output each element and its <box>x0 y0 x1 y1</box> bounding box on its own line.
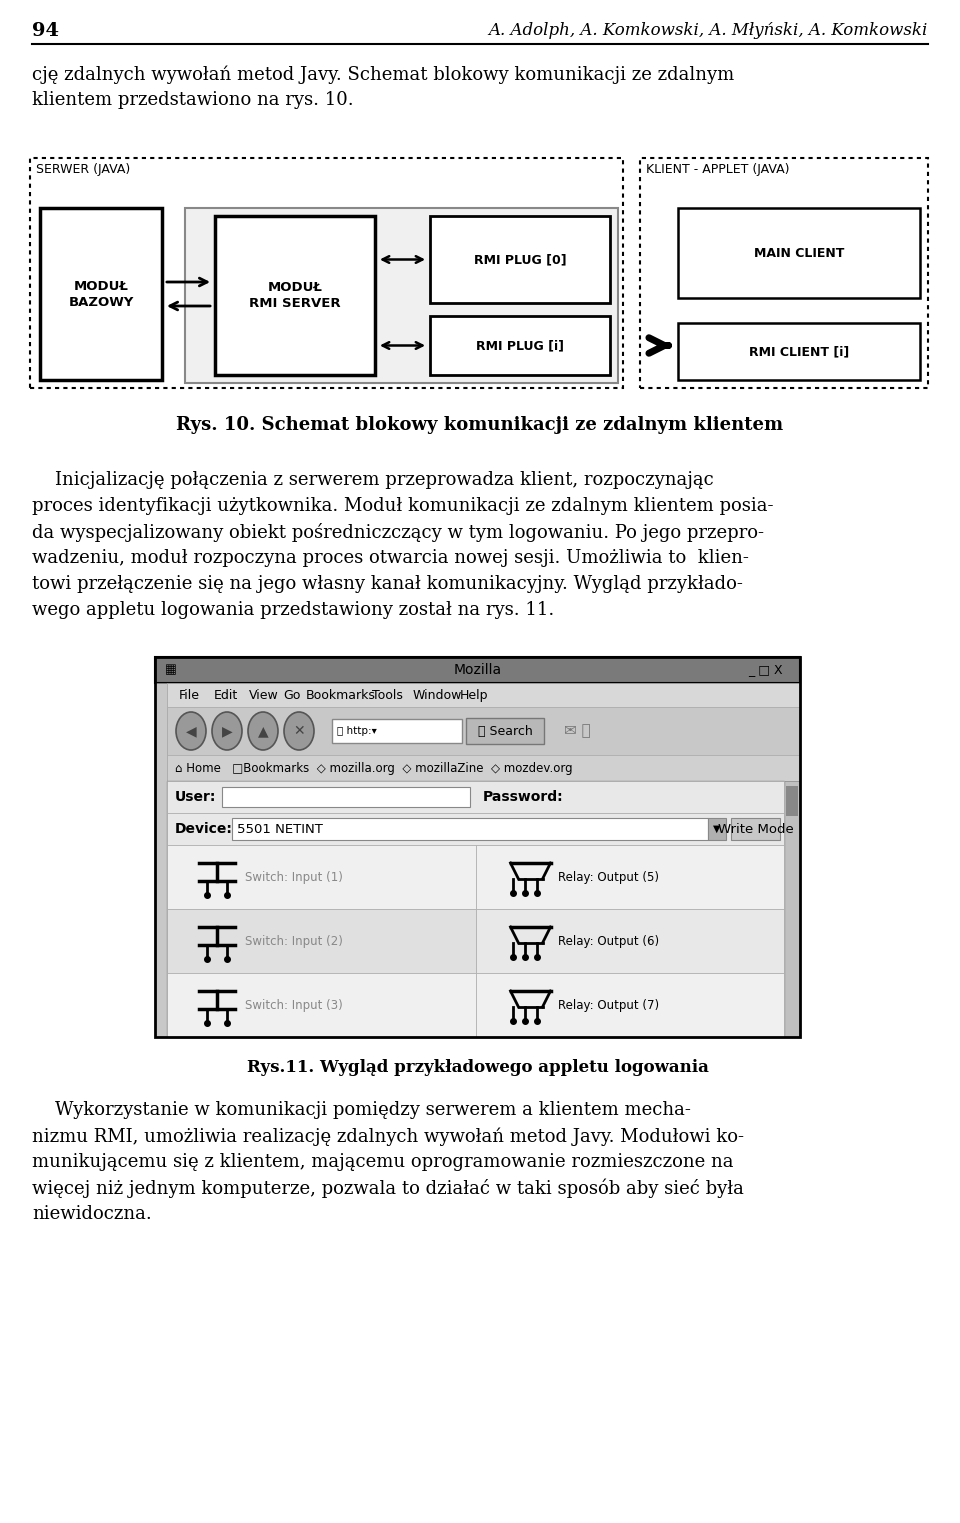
Ellipse shape <box>212 711 242 749</box>
Bar <box>167 813 784 845</box>
Text: KLIENT - APPLET (JAVA): KLIENT - APPLET (JAVA) <box>646 163 789 177</box>
Text: Help: Help <box>460 688 489 702</box>
Text: Rys. 10. Schemat blokowy komunikacji ze zdalnym klientem: Rys. 10. Schemat blokowy komunikacji ze … <box>177 416 783 434</box>
Text: File: File <box>179 688 200 702</box>
Text: 🔍 Search: 🔍 Search <box>478 725 533 737</box>
Bar <box>475 973 784 1037</box>
Text: klientem przedstawiono na rys. 10.: klientem przedstawiono na rys. 10. <box>32 91 353 110</box>
Bar <box>222 787 470 807</box>
Text: User:: User: <box>175 790 216 804</box>
Text: RMI CLIENT [i]: RMI CLIENT [i] <box>749 346 850 358</box>
Text: Edit: Edit <box>214 688 238 702</box>
Text: ⌂ Home   □Bookmarks  ◇ mozilla.org  ◇ mozillaZine  ◇ mozdev.org: ⌂ Home □Bookmarks ◇ mozilla.org ◇ mozill… <box>175 762 572 775</box>
Text: wadzeniu, moduł rozpoczyna proces otwarcia nowej sesji. Umożliwia to  klien-: wadzeniu, moduł rozpoczyna proces otwarc… <box>32 548 749 567</box>
Bar <box>155 656 800 1037</box>
Text: Write Mode: Write Mode <box>718 822 793 836</box>
Text: Password:: Password: <box>483 790 564 804</box>
Text: A. Adolph, A. Komkowski, A. Młyński, A. Komkowski: A. Adolph, A. Komkowski, A. Młyński, A. … <box>489 21 928 40</box>
Text: MODUŁ
BAZOWY: MODUŁ BAZOWY <box>68 280 133 309</box>
Text: ▦: ▦ <box>165 664 177 676</box>
Ellipse shape <box>176 711 206 749</box>
Bar <box>332 719 462 743</box>
Ellipse shape <box>284 711 314 749</box>
Bar <box>155 682 167 1037</box>
Bar <box>167 755 800 781</box>
Text: Switch: Input (2): Switch: Input (2) <box>245 935 343 947</box>
Text: ✕: ✕ <box>293 723 305 739</box>
Text: Bookmarks: Bookmarks <box>306 688 375 702</box>
Ellipse shape <box>248 711 278 749</box>
Bar <box>167 707 800 755</box>
Bar <box>466 717 544 745</box>
Text: 🔍 http:▾: 🔍 http:▾ <box>337 726 377 736</box>
Text: View: View <box>249 688 278 702</box>
Text: towi przełączenie się na jego własny kanał komunikacyjny. Wygląd przykłado-: towi przełączenie się na jego własny kan… <box>32 576 743 592</box>
Text: 5501 NETINT: 5501 NETINT <box>237 822 323 836</box>
Text: niewidoczna.: niewidoczna. <box>32 1205 152 1223</box>
Text: Switch: Input (3): Switch: Input (3) <box>245 999 343 1011</box>
Bar <box>167 909 475 973</box>
Text: ▼: ▼ <box>713 824 721 835</box>
Text: Relay: Output (7): Relay: Output (7) <box>559 999 660 1011</box>
Bar <box>40 209 162 381</box>
Bar <box>475 845 784 909</box>
Bar <box>430 216 610 303</box>
Text: Device:: Device: <box>175 822 233 836</box>
Text: Wykorzystanie w komunikacji pomiędzy serwerem a klientem mecha-: Wykorzystanie w komunikacji pomiędzy ser… <box>55 1101 691 1119</box>
Bar <box>167 845 475 909</box>
Bar <box>786 786 798 816</box>
Bar <box>167 781 784 1037</box>
Bar <box>167 973 475 1037</box>
Bar <box>731 818 780 841</box>
Text: więcej niż jednym komputerze, pozwala to działać w taki sposób aby sieć była: więcej niż jednym komputerze, pozwala to… <box>32 1179 744 1199</box>
Bar <box>215 216 375 375</box>
Text: RMI PLUG [i]: RMI PLUG [i] <box>476 340 564 352</box>
Text: Mozilla: Mozilla <box>453 663 501 678</box>
Text: Tools: Tools <box>372 688 402 702</box>
Text: Rys.11. Wygląd przykładowego appletu logowania: Rys.11. Wygląd przykładowego appletu log… <box>247 1058 708 1077</box>
Bar <box>167 781 784 813</box>
Text: 94: 94 <box>32 21 59 40</box>
Text: proces identyfikacji użytkownika. Moduł komunikacji ze zdalnym klientem posia-: proces identyfikacji użytkownika. Moduł … <box>32 496 774 515</box>
Text: ✉ 🗑: ✉ 🗑 <box>564 723 590 739</box>
Text: ▶: ▶ <box>222 723 232 739</box>
Text: ▲: ▲ <box>257 723 268 739</box>
Bar <box>232 818 708 841</box>
Bar <box>155 656 800 682</box>
Bar <box>708 818 726 841</box>
Bar <box>430 315 610 375</box>
Text: Switch: Input (1): Switch: Input (1) <box>245 871 343 883</box>
Text: RMI PLUG [0]: RMI PLUG [0] <box>473 253 566 267</box>
Bar <box>30 158 623 388</box>
Text: ◀: ◀ <box>185 723 196 739</box>
Text: Go: Go <box>283 688 300 702</box>
Bar <box>167 682 800 707</box>
Text: wego appletu logowania przedstawiony został na rys. 11.: wego appletu logowania przedstawiony zos… <box>32 602 554 618</box>
Bar <box>784 781 800 1037</box>
Bar <box>678 209 920 299</box>
Text: SERWER (JAVA): SERWER (JAVA) <box>36 163 131 177</box>
Bar <box>640 158 928 388</box>
Text: da wyspecjalizowany obiekt pośredniczczący w tym logowaniu. Po jego przepro-: da wyspecjalizowany obiekt pośredniczczą… <box>32 522 764 542</box>
Text: MAIN CLIENT: MAIN CLIENT <box>754 247 844 259</box>
Text: nizmu RMI, umożliwia realizację zdalnych wywołań metod Javy. Modułowi ko-: nizmu RMI, umożliwia realizację zdalnych… <box>32 1127 744 1145</box>
Text: MODUŁ
RMI SERVER: MODUŁ RMI SERVER <box>250 282 341 311</box>
Text: munikującemu się z klientem, mającemu oprogramowanie rozmieszczone na: munikującemu się z klientem, mającemu op… <box>32 1153 733 1171</box>
Text: Relay: Output (5): Relay: Output (5) <box>559 871 660 883</box>
Bar <box>185 209 618 382</box>
Text: Inicjalizację połączenia z serwerem przeprowadza klient, rozpoczynając: Inicjalizację połączenia z serwerem prze… <box>55 471 713 489</box>
Bar <box>678 323 920 381</box>
Bar <box>475 909 784 973</box>
Text: _ □ X: _ □ X <box>748 664 782 676</box>
Text: Relay: Output (6): Relay: Output (6) <box>559 935 660 947</box>
Text: Window: Window <box>413 688 462 702</box>
Text: cję zdalnych wywołań metod Javy. Schemat blokowy komunikacji ze zdalnym: cję zdalnych wywołań metod Javy. Schemat… <box>32 65 734 84</box>
